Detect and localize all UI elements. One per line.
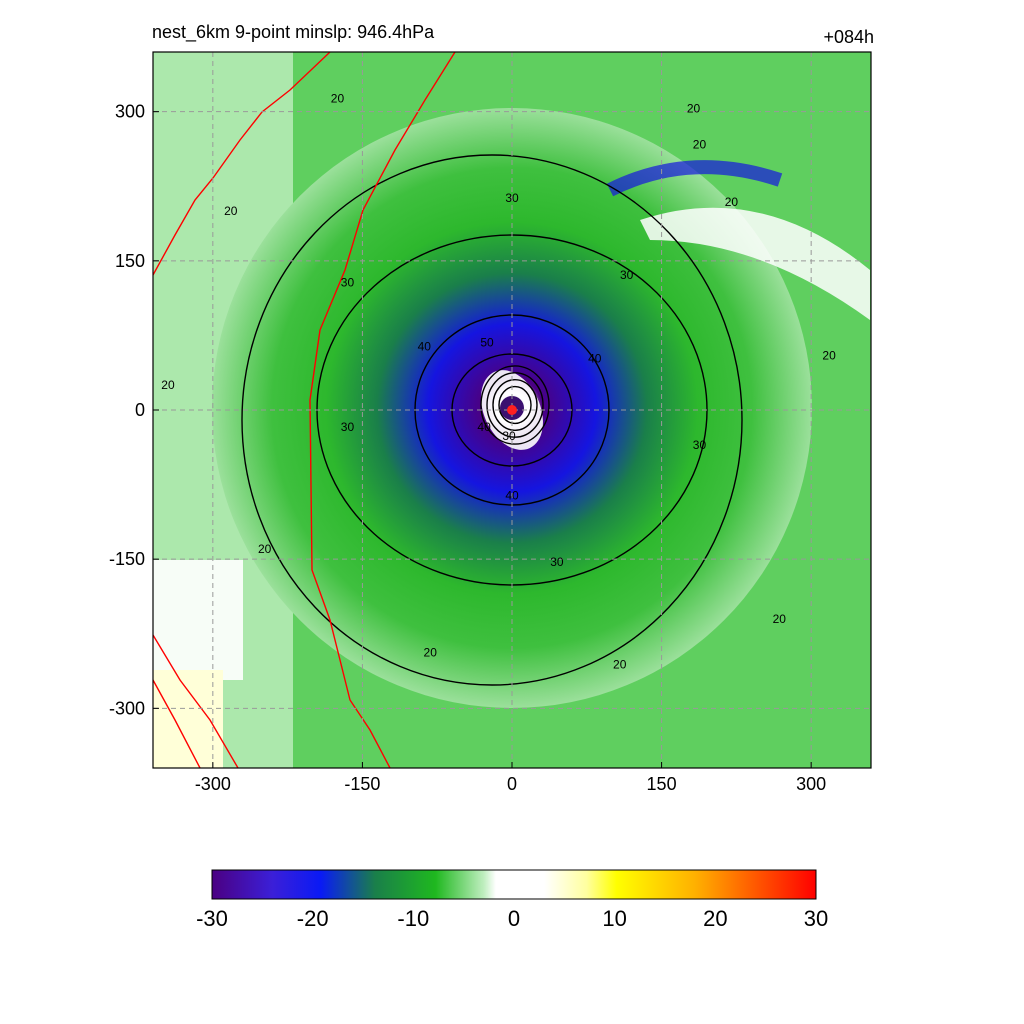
x-tick-label: 300 (796, 774, 826, 794)
contour-label: 50 (480, 335, 494, 349)
contour-label: 30 (550, 555, 564, 569)
contour-label: 20 (725, 195, 739, 209)
y-tick-label: 300 (115, 102, 145, 122)
contour-label: 30 (505, 191, 519, 205)
colorbar-tick-label: 30 (804, 906, 828, 931)
contour-line (486, 372, 544, 438)
contour-label: 30 (341, 276, 355, 290)
contour-label: 30 (620, 268, 634, 282)
storm-center-marker (507, 405, 517, 415)
x-tick-label: -150 (344, 774, 380, 794)
contour-label: 40 (588, 351, 602, 365)
contour-label: 30 (502, 429, 516, 443)
contour-label: 20 (773, 612, 787, 626)
contour-label: 40 (505, 489, 519, 503)
x-tick-label: -300 (195, 774, 231, 794)
boundary-line (153, 679, 201, 768)
colorbar-tick-label: -10 (397, 906, 429, 931)
colorbar: -30 -20 -10 0 10 20 30 (196, 869, 828, 931)
x-tick-label: 0 (507, 774, 517, 794)
contour-label: 20 (822, 348, 836, 362)
contour-label: 40 (418, 339, 432, 353)
y-tick-label: -300 (109, 698, 145, 718)
contour-label: 30 (693, 438, 707, 452)
contour-line (480, 365, 550, 445)
y-tick-label: 150 (115, 251, 145, 271)
contour-line (241, 154, 743, 686)
y-tick-label: 0 (135, 400, 145, 420)
colorbar-tick-label: 10 (602, 906, 626, 931)
x-tick-label: 150 (647, 774, 677, 794)
colorbar-tick-label: -30 (196, 906, 228, 931)
colorbar-tick-label: 0 (508, 906, 520, 931)
contour-label: 30 (341, 420, 355, 434)
contour-label: 20 (161, 378, 175, 392)
contour-label: 20 (693, 137, 707, 151)
contour-label: 20 (331, 92, 345, 106)
forecast-hour-label: +084h (823, 27, 874, 47)
boundary-line (153, 634, 239, 768)
contour-label: 40 (477, 420, 491, 434)
contour-label: 20 (613, 658, 627, 672)
colorbar-tick-label: -20 (297, 906, 329, 931)
contour-line (492, 379, 538, 432)
plot-field: 20 20 20 20 20 20 20 20 20 20 20 30 30 30 30 30 30 30 40 40… (153, 52, 871, 768)
contour-label: 20 (224, 204, 238, 218)
contour-label: 20 (258, 542, 272, 556)
contour-line (498, 385, 532, 425)
y-tick-label: -150 (109, 549, 145, 569)
boundary-line (309, 52, 456, 768)
contour-label: 20 (424, 646, 438, 660)
plot-title: nest_6km 9-point minslp: 946.4hPa (152, 22, 435, 42)
boundary-line (153, 52, 331, 276)
contour-label: 20 (687, 102, 701, 116)
colorbar-tick-label: 20 (703, 906, 727, 931)
